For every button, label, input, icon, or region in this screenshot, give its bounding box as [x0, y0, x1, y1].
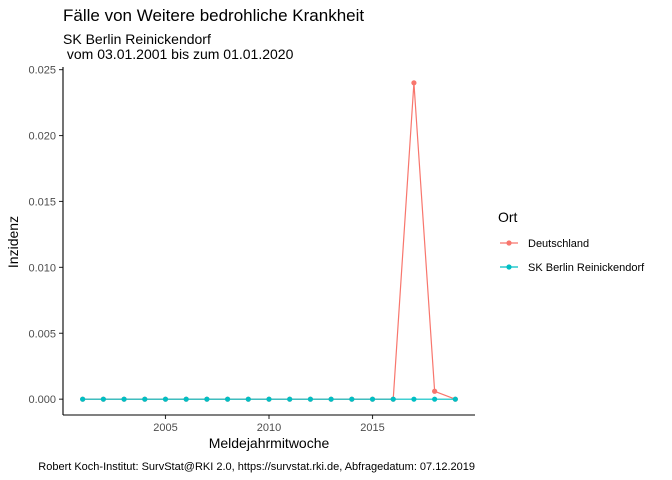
y-tick-label: 0.015 — [28, 196, 56, 208]
x-axis-ticks: 2005 2010 2015 — [153, 415, 385, 434]
y-tick-label: 0.025 — [28, 65, 56, 77]
legend-title: Ort — [498, 209, 518, 225]
series-1 — [80, 396, 458, 402]
chart-caption: Robert Koch-Institut: SurvStat@RKI 2.0, … — [38, 461, 475, 473]
data-point — [204, 396, 210, 402]
data-point — [432, 388, 438, 394]
series-layer — [80, 80, 458, 402]
series-0 — [80, 80, 458, 402]
data-point — [287, 396, 293, 402]
legend-key-point — [506, 264, 512, 270]
data-point — [411, 396, 417, 402]
data-point — [328, 396, 334, 402]
x-tick-label: 2005 — [153, 422, 177, 434]
data-point — [80, 396, 86, 402]
chart-subtitle-line1: SK Berlin Reinickendorf — [63, 31, 211, 47]
x-tick-label: 2015 — [360, 422, 384, 434]
data-point — [369, 396, 376, 402]
y-tick-label: 0.005 — [28, 328, 56, 340]
data-point — [266, 396, 272, 402]
series-line — [82, 82, 456, 400]
data-point — [142, 396, 148, 402]
data-point — [245, 396, 251, 402]
data-point — [411, 80, 417, 86]
data-point — [452, 396, 458, 402]
x-axis-title: Meldejahrmitwoche — [209, 435, 330, 451]
x-tick-label: 2010 — [257, 422, 281, 434]
data-point — [224, 396, 231, 402]
chart-title: Fälle von Weitere bedrohliche Krankheit — [63, 6, 364, 25]
legend-item: Deutschland — [500, 238, 589, 250]
data-point — [162, 396, 169, 402]
y-axis-title: Inzidenz — [5, 216, 21, 268]
y-tick-label: 0.000 — [28, 394, 56, 406]
data-point — [183, 396, 189, 402]
y-tick-label: 0.010 — [28, 262, 56, 274]
y-axis-ticks: 0.000 0.005 0.010 0.015 0.020 0.025 — [28, 65, 63, 406]
legend-item: SK Berlin Reinickendorf — [500, 262, 645, 274]
legend-label: SK Berlin Reinickendorf — [528, 262, 645, 274]
data-point — [307, 396, 314, 402]
data-point — [390, 396, 396, 402]
legend: Deutschland SK Berlin Reinickendorf — [500, 238, 645, 274]
data-point — [121, 396, 127, 402]
legend-label: Deutschland — [528, 238, 589, 250]
legend-key-point — [506, 240, 512, 246]
y-tick-label: 0.020 — [28, 131, 56, 143]
data-point — [349, 396, 355, 402]
data-point — [100, 396, 106, 402]
chart-subtitle-line2: vom 03.01.2001 bis zum 01.01.2020 — [63, 46, 294, 62]
data-point — [432, 396, 438, 402]
